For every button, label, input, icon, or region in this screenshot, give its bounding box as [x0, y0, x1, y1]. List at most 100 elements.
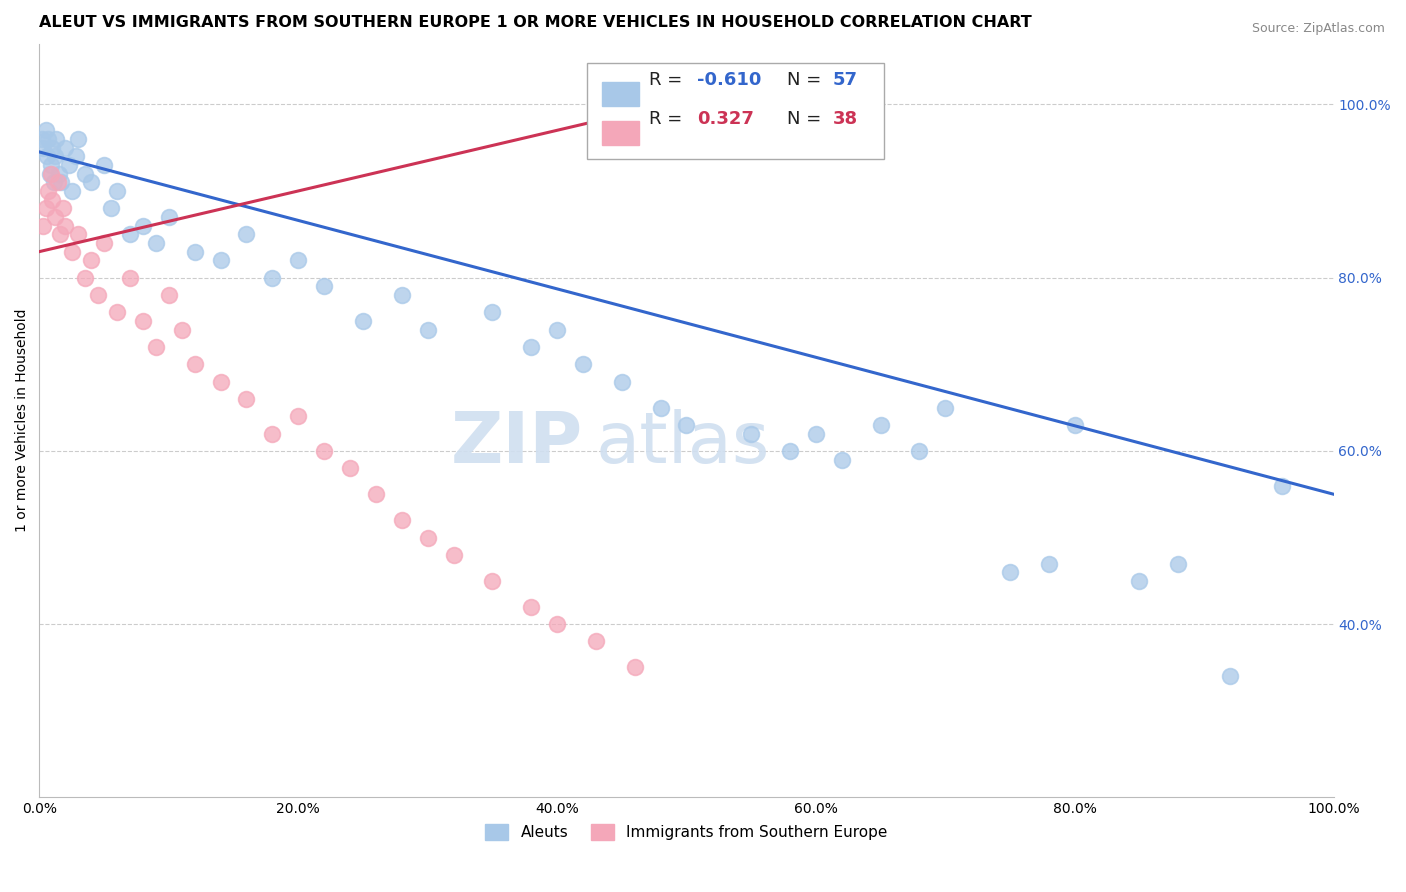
Point — [32, 141, 55, 155]
Point — [44, 149, 66, 163]
Point — [105, 184, 128, 198]
Point — [314, 279, 336, 293]
Text: -0.610: -0.610 — [697, 71, 761, 89]
Point — [37, 149, 59, 163]
Point — [39, 158, 62, 172]
Point — [998, 565, 1021, 579]
Point — [157, 288, 180, 302]
Point — [352, 314, 374, 328]
Point — [262, 426, 284, 441]
Point — [779, 443, 801, 458]
Point — [58, 158, 80, 172]
Text: R =: R = — [650, 111, 688, 128]
Point — [610, 375, 633, 389]
Point — [908, 443, 931, 458]
Text: Source: ZipAtlas.com: Source: ZipAtlas.com — [1251, 22, 1385, 36]
Point — [118, 227, 141, 242]
Point — [520, 599, 543, 614]
Point — [73, 270, 96, 285]
Point — [391, 513, 413, 527]
Point — [443, 548, 465, 562]
Point — [1128, 574, 1150, 588]
Point — [37, 184, 59, 198]
FancyBboxPatch shape — [586, 62, 884, 159]
Point — [623, 660, 645, 674]
Point — [416, 322, 439, 336]
Point — [235, 227, 257, 242]
Point — [100, 202, 122, 216]
Point — [118, 270, 141, 285]
Point — [416, 531, 439, 545]
Point — [46, 175, 69, 189]
Point — [1063, 417, 1085, 432]
Point — [546, 617, 568, 632]
Point — [42, 175, 65, 189]
Legend: Aleuts, Immigrants from Southern Europe: Aleuts, Immigrants from Southern Europe — [479, 818, 894, 847]
Point — [287, 253, 309, 268]
Point — [262, 270, 284, 285]
Point — [157, 210, 180, 224]
Point — [572, 357, 595, 371]
Point — [132, 314, 155, 328]
Point — [1271, 478, 1294, 492]
Point — [39, 167, 62, 181]
Point — [105, 305, 128, 319]
Point — [287, 409, 309, 424]
Point — [314, 443, 336, 458]
Point — [831, 452, 853, 467]
Point — [520, 340, 543, 354]
Point — [650, 401, 672, 415]
Point — [60, 244, 83, 259]
Point — [740, 426, 762, 441]
Point — [80, 253, 103, 268]
Point — [339, 461, 361, 475]
Point — [675, 417, 697, 432]
Point — [235, 392, 257, 406]
Point — [391, 288, 413, 302]
Point — [170, 322, 193, 336]
Point — [44, 210, 66, 224]
Point — [35, 202, 58, 216]
Point — [546, 322, 568, 336]
Point — [481, 305, 503, 319]
Text: 57: 57 — [832, 71, 858, 89]
Point — [52, 202, 75, 216]
Point — [1038, 557, 1060, 571]
Text: 38: 38 — [832, 111, 858, 128]
Point — [364, 487, 387, 501]
Text: N =: N = — [787, 111, 827, 128]
Point — [41, 193, 63, 207]
Point — [41, 141, 63, 155]
Y-axis label: 1 or more Vehicles in Household: 1 or more Vehicles in Household — [15, 309, 30, 533]
Point — [80, 175, 103, 189]
Text: ALEUT VS IMMIGRANTS FROM SOUTHERN EUROPE 1 OR MORE VEHICLES IN HOUSEHOLD CORRELA: ALEUT VS IMMIGRANTS FROM SOUTHERN EUROPE… — [39, 15, 1032, 30]
Point — [73, 167, 96, 181]
Point — [481, 574, 503, 588]
Point — [93, 235, 115, 250]
Point — [32, 219, 55, 233]
Point — [86, 288, 108, 302]
Point — [934, 401, 956, 415]
Point — [869, 417, 891, 432]
Point — [48, 167, 70, 181]
Text: R =: R = — [650, 71, 688, 89]
Point — [145, 235, 167, 250]
Point — [53, 141, 76, 155]
Text: N =: N = — [787, 71, 827, 89]
Point — [132, 219, 155, 233]
Point — [585, 634, 607, 648]
Point — [209, 253, 232, 268]
Text: atlas: atlas — [596, 409, 770, 478]
Point — [31, 132, 53, 146]
Point — [51, 175, 73, 189]
Point — [53, 219, 76, 233]
Point — [145, 340, 167, 354]
Text: ZIP: ZIP — [451, 409, 583, 478]
Point — [67, 132, 90, 146]
Point — [45, 132, 67, 146]
Point — [38, 167, 60, 181]
Point — [35, 123, 58, 137]
Point — [1219, 669, 1241, 683]
Point — [804, 426, 827, 441]
Point — [1167, 557, 1189, 571]
